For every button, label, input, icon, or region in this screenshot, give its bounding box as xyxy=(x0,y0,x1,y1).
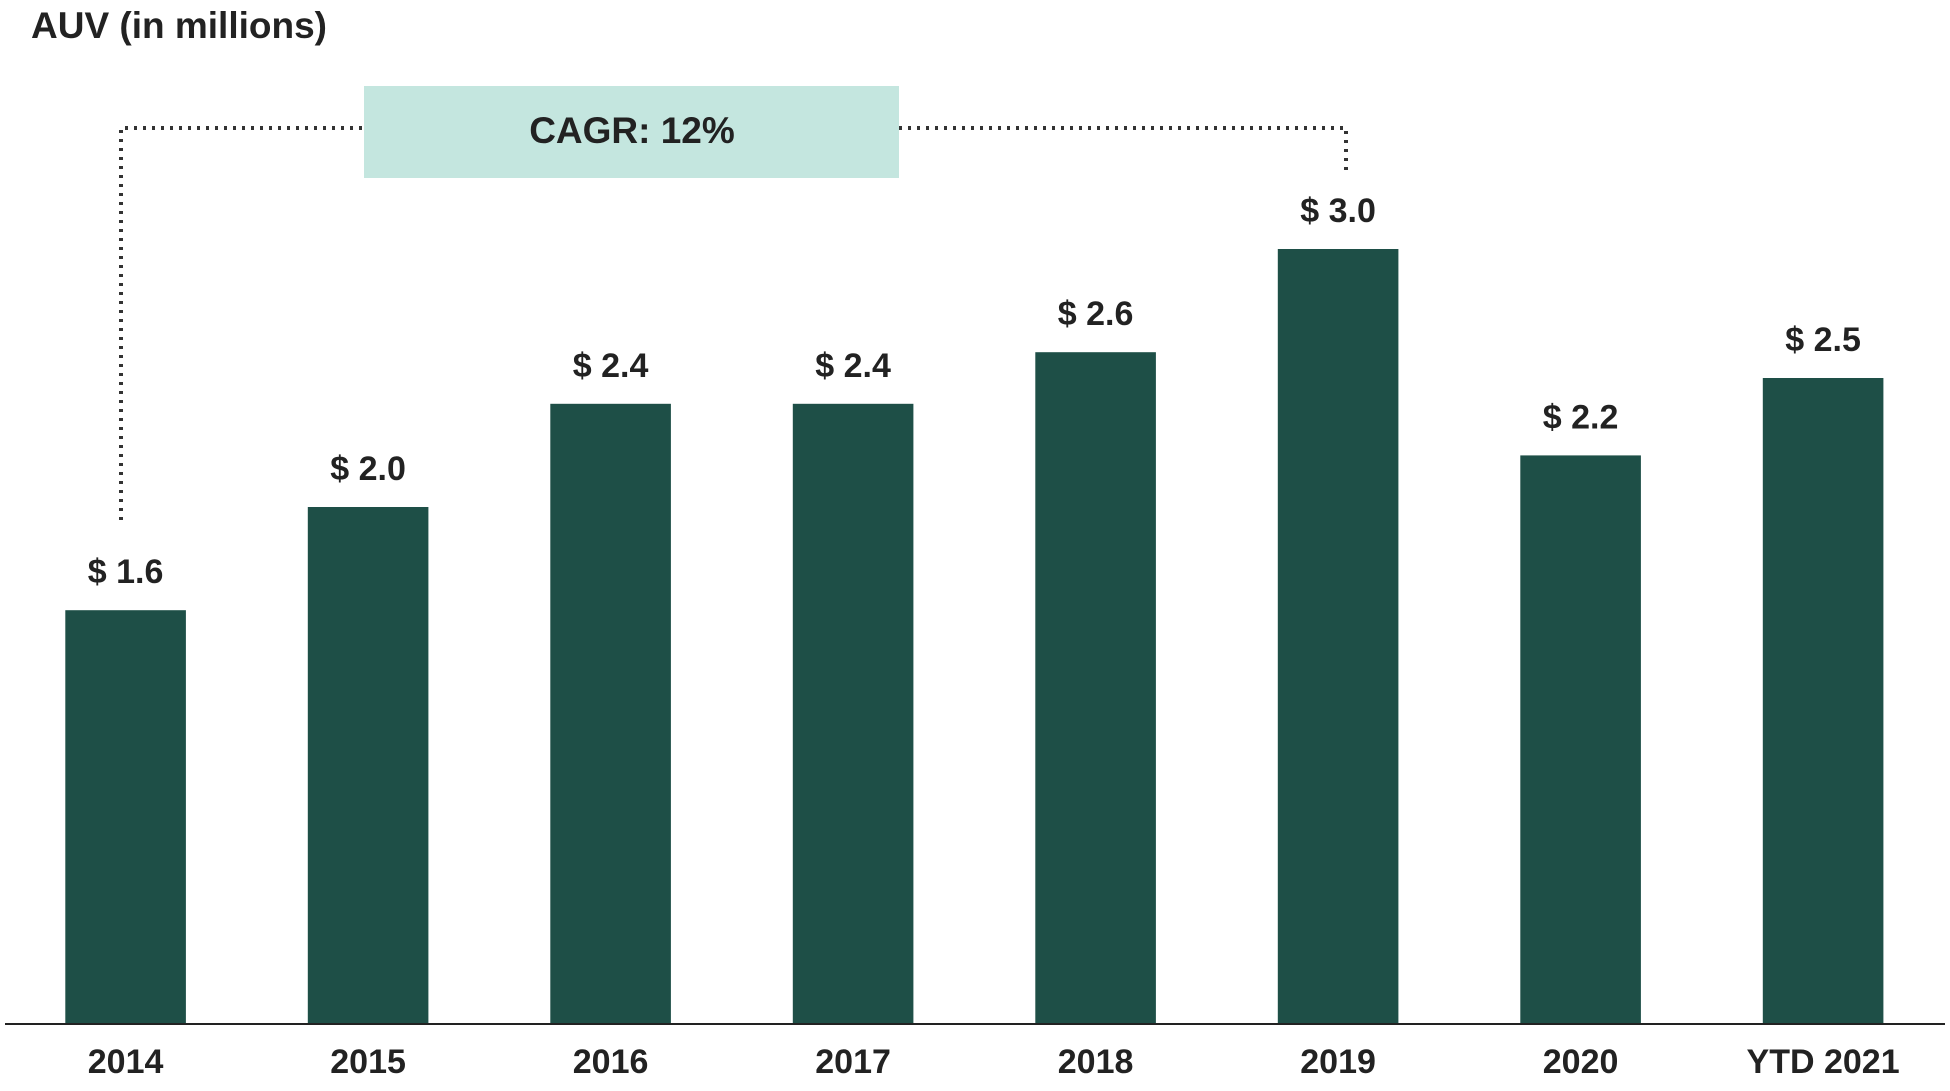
x-tick-label: 2014 xyxy=(88,1043,164,1081)
x-tick-label: YTD 2021 xyxy=(1747,1043,1900,1081)
value-label: $ 1.6 xyxy=(88,553,164,591)
bar xyxy=(792,403,914,1023)
bar xyxy=(1520,455,1641,1023)
bar xyxy=(1762,378,1884,1023)
cagr-box xyxy=(364,86,899,178)
bar xyxy=(1277,249,1399,1023)
bar xyxy=(550,403,671,1023)
cagr-annotation: CAGR: 12% xyxy=(529,110,735,151)
x-tick-label: 2020 xyxy=(1543,1043,1619,1081)
cagr-bracket-left xyxy=(119,126,364,520)
x-tick-label: 2015 xyxy=(330,1043,406,1081)
value-label: $ 2.2 xyxy=(1543,398,1619,436)
x-tick-label: 2017 xyxy=(815,1043,891,1081)
chart-title: AUV (in millions) xyxy=(31,5,327,46)
value-label: $ 2.4 xyxy=(815,347,891,385)
value-label: $ 2.5 xyxy=(1785,321,1861,359)
value-label: $ 2.0 xyxy=(330,450,406,488)
bar xyxy=(1035,352,1156,1023)
x-tick-label: 2018 xyxy=(1058,1043,1134,1081)
x-tick-label: 2016 xyxy=(573,1043,649,1081)
value-label: $ 2.6 xyxy=(1058,295,1134,333)
value-label: $ 2.4 xyxy=(573,347,649,385)
value-label: $ 3.0 xyxy=(1300,192,1376,230)
bar xyxy=(307,507,429,1023)
cagr-bracket-right xyxy=(899,126,1348,174)
x-tick-label: 2019 xyxy=(1300,1043,1376,1081)
bar xyxy=(65,610,186,1023)
